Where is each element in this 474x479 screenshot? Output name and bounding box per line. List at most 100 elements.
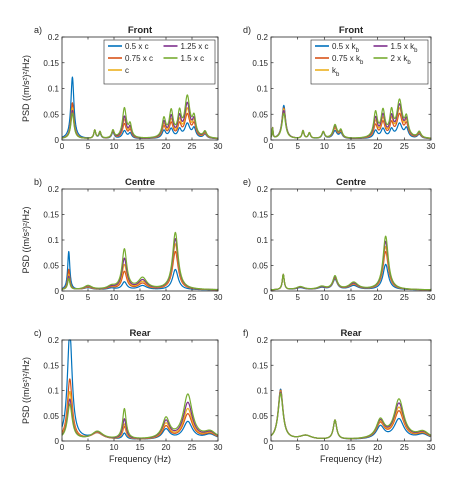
y-tick-label: 0 bbox=[264, 287, 269, 296]
x-tick-label: 15 bbox=[347, 142, 356, 151]
legend-label: kb bbox=[332, 66, 340, 78]
x-tick-label: 20 bbox=[162, 293, 171, 302]
y-tick-label: 0.15 bbox=[43, 211, 59, 220]
x-axis-label: Frequency (Hz) bbox=[320, 454, 382, 464]
y-tick-label: 0.05 bbox=[43, 412, 59, 421]
panel-title: Rear bbox=[340, 328, 361, 339]
y-tick-label: 0.15 bbox=[43, 59, 59, 68]
series-line-1-5-x-c bbox=[61, 393, 219, 439]
panel-label: d) bbox=[243, 25, 251, 35]
x-tick-label: 5 bbox=[86, 142, 91, 151]
x-axis-label: Frequency (Hz) bbox=[109, 454, 171, 464]
series-line-2-x-k-b bbox=[270, 392, 432, 439]
y-tick-label: 0 bbox=[264, 136, 269, 145]
x-tick-label: 5 bbox=[295, 293, 300, 302]
x-tick-label: 5 bbox=[295, 142, 300, 151]
x-tick-label: 30 bbox=[427, 443, 436, 452]
legend-label: 0.75 x c bbox=[125, 54, 153, 63]
y-axis-label: PSD ((m/s²)²/Hz) bbox=[21, 55, 31, 122]
panel-e-centre: 0 5 10 15 20 25 30 0 0.05 0.1 0.15 0.2 e) Centre bbox=[243, 177, 436, 302]
x-tick-label: 5 bbox=[86, 293, 91, 302]
y-tick-label: 0.05 bbox=[43, 262, 59, 271]
legend-item: 1.25 x c bbox=[163, 42, 209, 51]
panel-title: Front bbox=[339, 25, 364, 36]
legend-item: kb bbox=[315, 66, 340, 78]
x-tick-label: 20 bbox=[373, 142, 382, 151]
x-tick-label: 20 bbox=[162, 443, 171, 452]
legend-box bbox=[310, 39, 429, 85]
legend-label: 1.5 x kb bbox=[391, 42, 419, 54]
legend-item: 0.5 x c bbox=[108, 42, 149, 51]
x-tick-label: 0 bbox=[269, 293, 274, 302]
y-tick-label: 0.2 bbox=[48, 33, 60, 42]
panel-label: a) bbox=[34, 25, 42, 35]
legend-label: 0.5 x c bbox=[125, 42, 149, 51]
legend-label: 1.5 x c bbox=[181, 54, 205, 63]
panel-label: e) bbox=[243, 177, 251, 187]
y-tick-label: 0 bbox=[55, 437, 60, 446]
series-line-2-x-k-b bbox=[270, 235, 432, 291]
x-tick-label: 0 bbox=[269, 142, 274, 151]
y-tick-label: 0.1 bbox=[48, 236, 60, 245]
y-axis-label: PSD ((m/s²)²/Hz) bbox=[21, 357, 31, 424]
y-tick-label: 0.15 bbox=[252, 361, 268, 370]
x-tick-label: 15 bbox=[136, 293, 145, 302]
panel-title: Rear bbox=[129, 328, 150, 339]
x-tick-label: 25 bbox=[188, 293, 197, 302]
x-tick-label: 15 bbox=[347, 293, 356, 302]
y-tick-label: 0.05 bbox=[43, 110, 59, 119]
panel-a-front: 0 5 10 15 20 25 30 0 0.05 0.1 0.15 0.2 a) Front PSD ((… bbox=[21, 25, 223, 151]
x-tick-label: 30 bbox=[214, 293, 223, 302]
y-tick-label: 0 bbox=[55, 136, 60, 145]
y-tick-label: 0 bbox=[264, 437, 269, 446]
legend: 0.5 x c 0.75 x c c 1.25 x c 1.5 x c bbox=[103, 39, 216, 85]
panel-title: Front bbox=[128, 25, 153, 36]
y-tick-label: 0 bbox=[55, 287, 60, 296]
panel-label: c) bbox=[34, 328, 42, 338]
legend-item: c bbox=[108, 66, 129, 75]
x-tick-label: 15 bbox=[347, 443, 356, 452]
x-tick-label: 0 bbox=[60, 443, 65, 452]
y-tick-label: 0.1 bbox=[48, 85, 60, 94]
y-tick-label: 0.2 bbox=[257, 185, 269, 194]
x-tick-label: 25 bbox=[188, 142, 197, 151]
x-tick-label: 25 bbox=[400, 443, 409, 452]
legend-label: 0.5 x kb bbox=[332, 42, 360, 54]
x-tick-label: 10 bbox=[110, 443, 119, 452]
x-tick-label: 10 bbox=[320, 142, 329, 151]
panel-label: b) bbox=[34, 177, 42, 187]
x-tick-label: 20 bbox=[162, 142, 171, 151]
x-tick-label: 30 bbox=[427, 293, 436, 302]
panel-title: Centre bbox=[125, 177, 155, 188]
series-line-1-5-x-c bbox=[61, 231, 219, 291]
x-tick-label: 10 bbox=[110, 142, 119, 151]
y-tick-label: 0.15 bbox=[43, 361, 59, 370]
panel-f-rear: 0 5 10 15 20 25 30 0 0.05 0.1 0.15 0.2 f) Rear Frequen… bbox=[243, 328, 436, 464]
x-tick-label: 0 bbox=[60, 293, 65, 302]
y-tick-label: 0.1 bbox=[257, 387, 269, 396]
y-tick-label: 0.1 bbox=[48, 387, 60, 396]
y-tick-label: 0.2 bbox=[257, 336, 269, 345]
legend-item: 0.5 x kb bbox=[315, 42, 360, 54]
y-tick-label: 0.1 bbox=[257, 236, 269, 245]
x-tick-label: 25 bbox=[188, 443, 197, 452]
y-tick-label: 0.2 bbox=[48, 185, 60, 194]
x-tick-label: 25 bbox=[400, 293, 409, 302]
legend-item: 1.5 x kb bbox=[373, 42, 419, 54]
legend-item: 2 x kb bbox=[373, 54, 412, 66]
panel-d-front: 0 5 10 15 20 25 30 0 0.05 0.1 0.15 0.2 d) Front 0.5 x … bbox=[243, 25, 436, 151]
legend-label: 2 x kb bbox=[391, 54, 412, 66]
legend-label: 1.25 x c bbox=[181, 42, 209, 51]
x-tick-label: 25 bbox=[400, 142, 409, 151]
x-tick-label: 0 bbox=[269, 443, 274, 452]
y-tick-label: 0.15 bbox=[252, 59, 268, 68]
legend-box bbox=[103, 39, 216, 85]
x-tick-label: 10 bbox=[320, 293, 329, 302]
x-tick-label: 30 bbox=[427, 142, 436, 151]
x-tick-label: 5 bbox=[86, 443, 91, 452]
panel-b-centre: 0 5 10 15 20 25 30 0 0.05 0.1 0.15 0.2 b) Centre PSD (… bbox=[21, 177, 223, 302]
x-tick-label: 20 bbox=[373, 443, 382, 452]
